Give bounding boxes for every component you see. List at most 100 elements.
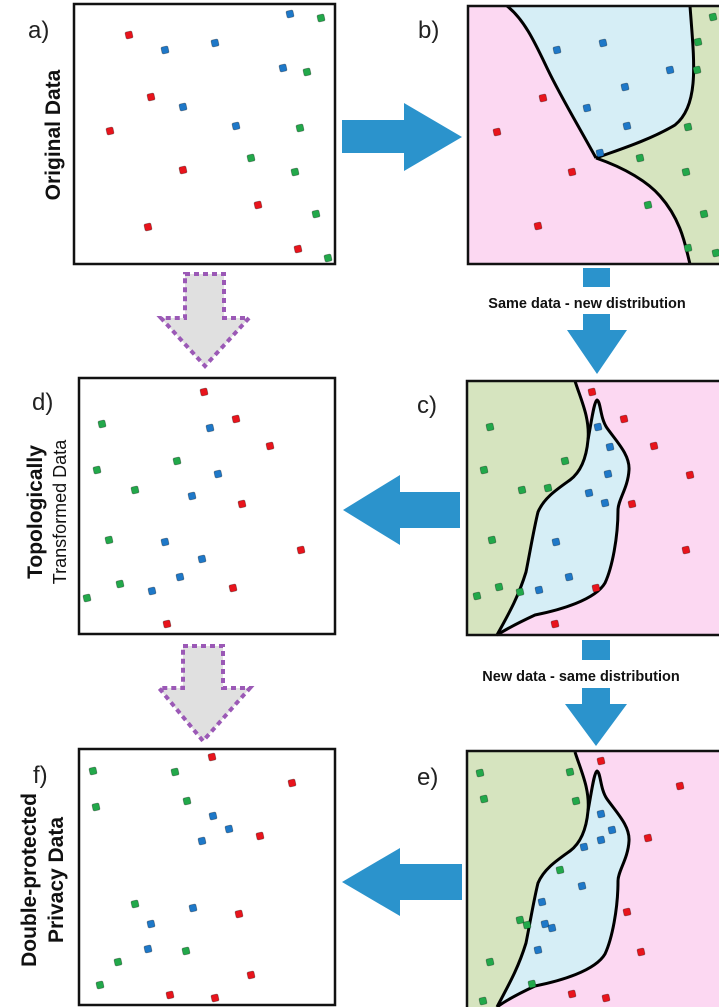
blue-data-point bbox=[188, 903, 198, 913]
green-data-point bbox=[82, 593, 92, 603]
red-data-point bbox=[246, 970, 256, 980]
down-arrow-icon bbox=[565, 688, 627, 746]
red-data-point bbox=[165, 990, 175, 1000]
blue-data-point bbox=[547, 923, 557, 933]
red-data-point bbox=[234, 909, 244, 919]
red-data-point bbox=[538, 93, 548, 103]
green-data-point bbox=[95, 980, 105, 990]
blue-data-point bbox=[582, 103, 592, 113]
panel-b-boundary-1 bbox=[506, 4, 598, 159]
panel-d-frame bbox=[77, 376, 337, 636]
right-arrow-icon bbox=[342, 103, 462, 171]
green-data-point bbox=[571, 796, 581, 806]
red-data-point bbox=[492, 127, 502, 137]
red-data-point bbox=[265, 441, 275, 451]
red-data-point bbox=[533, 221, 543, 231]
blue-data-point bbox=[579, 842, 589, 852]
down-arrow-icon bbox=[567, 314, 627, 374]
green-data-point bbox=[88, 766, 98, 776]
red-data-point bbox=[591, 583, 601, 593]
green-data-point bbox=[472, 591, 482, 601]
green-data-point bbox=[295, 123, 305, 133]
panel-a-label: a) bbox=[28, 17, 49, 44]
red-data-point bbox=[237, 499, 247, 509]
red-data-point bbox=[587, 387, 597, 397]
red-data-point bbox=[105, 126, 115, 136]
blue-data-point bbox=[607, 825, 617, 835]
panel-e: e) bbox=[417, 749, 719, 1007]
green-data-point bbox=[130, 485, 140, 495]
red-data-point bbox=[601, 993, 611, 1003]
red-data-point bbox=[143, 222, 153, 232]
blue-data-point bbox=[231, 121, 241, 131]
blue-data-point bbox=[603, 469, 613, 479]
blue-data-point bbox=[534, 585, 544, 595]
red-data-point bbox=[228, 583, 238, 593]
blue-data-point bbox=[197, 554, 207, 564]
red-data-point bbox=[627, 499, 637, 509]
green-data-point bbox=[323, 253, 333, 263]
blue-data-point bbox=[622, 121, 632, 131]
panel-e-boundary-blue bbox=[496, 769, 631, 1007]
caption-same-data-new-distribution: Same data - new distribution bbox=[488, 296, 685, 312]
panel-b-label: b) bbox=[418, 17, 439, 44]
green-data-point bbox=[170, 767, 180, 777]
side-label-original-data: Original Data bbox=[42, 69, 65, 200]
green-data-point bbox=[522, 920, 532, 930]
blue-data-point bbox=[278, 63, 288, 73]
blue-data-point bbox=[584, 488, 594, 498]
green-data-point bbox=[487, 535, 497, 545]
red-data-point bbox=[675, 781, 685, 791]
red-data-point bbox=[649, 441, 659, 451]
side-label-transformed-data: Transformed Data bbox=[50, 439, 70, 584]
blue-data-point bbox=[665, 65, 675, 75]
red-data-point bbox=[681, 545, 691, 555]
panel-a-points bbox=[105, 9, 333, 263]
down-arrow-icon bbox=[582, 640, 610, 660]
blue-data-point bbox=[620, 82, 630, 92]
green-data-point bbox=[699, 209, 709, 219]
blue-data-point bbox=[160, 45, 170, 55]
green-data-point bbox=[683, 243, 693, 253]
green-data-point bbox=[302, 67, 312, 77]
green-data-point bbox=[172, 456, 182, 466]
blue-data-point bbox=[564, 572, 574, 582]
green-data-point bbox=[311, 209, 321, 219]
blue-data-point bbox=[205, 423, 215, 433]
green-data-point bbox=[527, 979, 537, 989]
red-data-point bbox=[293, 244, 303, 254]
green-data-point bbox=[478, 996, 488, 1006]
red-data-point bbox=[287, 778, 297, 788]
panel-a-frame bbox=[72, 2, 337, 266]
green-data-point bbox=[290, 167, 300, 177]
red-data-point bbox=[253, 200, 263, 210]
panel-b-boundary-2 bbox=[595, 5, 696, 160]
panel-c-blue-region bbox=[497, 400, 630, 635]
green-data-point bbox=[681, 167, 691, 177]
red-data-point bbox=[622, 907, 632, 917]
dotted-down-arrow-icon bbox=[156, 272, 254, 369]
green-data-point bbox=[693, 37, 703, 47]
green-data-point bbox=[692, 65, 702, 75]
red-data-point bbox=[619, 414, 629, 424]
green-data-point bbox=[643, 200, 653, 210]
blue-data-point bbox=[210, 38, 220, 48]
blue-data-point bbox=[596, 809, 606, 819]
green-data-point bbox=[485, 957, 495, 967]
blue-data-point bbox=[593, 422, 603, 432]
green-data-point bbox=[515, 915, 525, 925]
red-data-point bbox=[296, 545, 306, 555]
side-label-double-protected: Double-protected bbox=[18, 793, 41, 967]
panel-b-points bbox=[492, 12, 719, 258]
green-data-point bbox=[543, 483, 553, 493]
blue-data-point bbox=[160, 537, 170, 547]
green-data-point bbox=[708, 12, 718, 22]
blue-data-point bbox=[285, 9, 295, 19]
panel-d: d) bbox=[32, 376, 337, 636]
red-data-point bbox=[685, 470, 695, 480]
green-data-point bbox=[711, 248, 719, 258]
blue-data-point bbox=[213, 469, 223, 479]
panel-f-points bbox=[88, 752, 297, 1003]
panel-c: c) bbox=[417, 379, 719, 637]
